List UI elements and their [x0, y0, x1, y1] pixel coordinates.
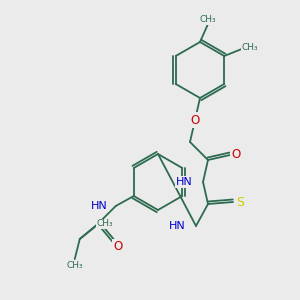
Text: O: O	[231, 148, 241, 161]
Text: CH₃: CH₃	[96, 220, 113, 229]
Text: HN: HN	[169, 221, 186, 231]
Text: HN: HN	[91, 201, 108, 211]
Text: O: O	[190, 113, 200, 127]
Text: CH₃: CH₃	[242, 44, 259, 52]
Text: S: S	[236, 196, 244, 208]
Text: CH₃: CH₃	[200, 16, 216, 25]
Text: HN: HN	[176, 177, 193, 187]
Text: CH₃: CH₃	[66, 260, 83, 269]
Text: O: O	[113, 241, 122, 254]
